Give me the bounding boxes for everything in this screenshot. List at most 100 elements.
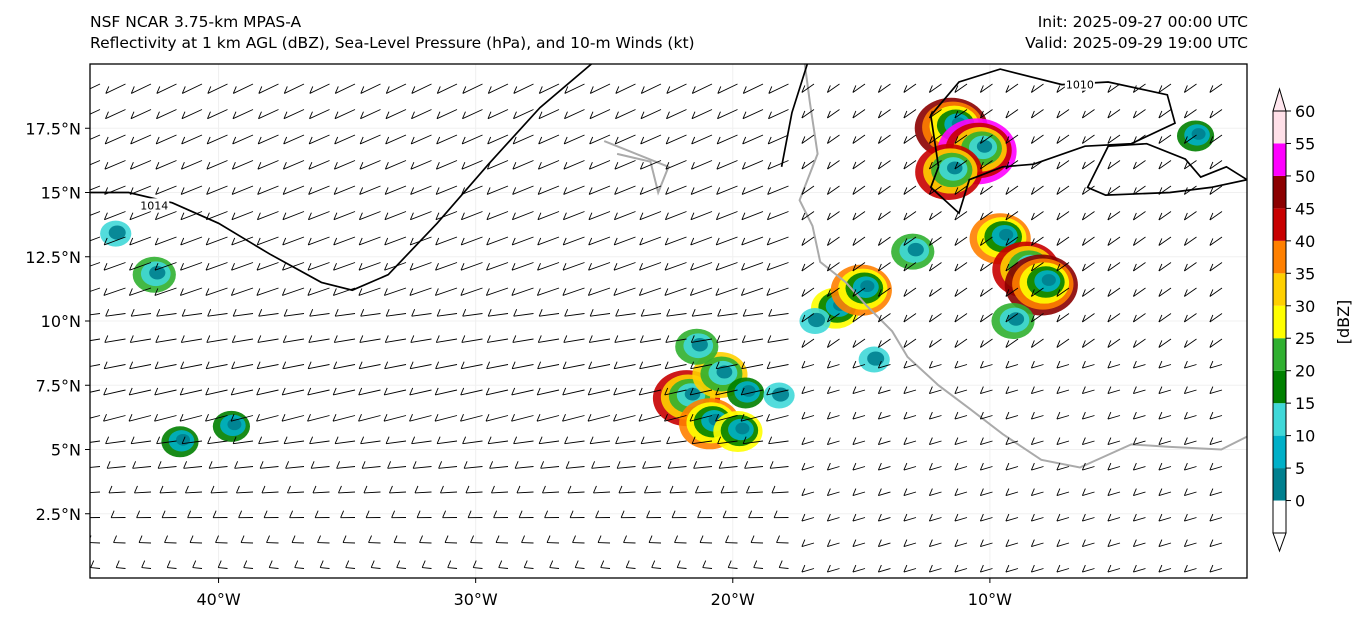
colorbar-tick-label: 10 — [1295, 427, 1315, 446]
wind-barb — [129, 211, 152, 221]
wind-barb — [1158, 488, 1172, 496]
wind-barb — [826, 386, 840, 394]
wind-barb — [877, 338, 891, 348]
wind-barb — [460, 262, 483, 271]
wind-barb — [511, 387, 534, 396]
wind-barb — [1056, 411, 1070, 420]
colorbar-tick-label: 40 — [1295, 232, 1315, 251]
wind-barb — [90, 338, 101, 342]
wind-barb — [1209, 83, 1223, 93]
wind-barb — [640, 109, 662, 120]
wind-barb — [132, 461, 152, 469]
wind-barb — [138, 535, 152, 544]
wind-barb — [512, 185, 534, 195]
wind-barb — [334, 308, 356, 317]
wind-barb — [691, 308, 713, 317]
wind-barb — [717, 308, 738, 317]
wind-barb — [1183, 236, 1197, 246]
wind-barb — [282, 160, 305, 170]
wind-barb — [538, 109, 560, 120]
wind-barb — [852, 160, 866, 170]
wind-barb — [334, 134, 356, 145]
wind-barb — [438, 461, 458, 469]
wind-barb — [877, 462, 891, 471]
wind-barb — [549, 560, 560, 569]
reflectivity-cell — [1007, 312, 1025, 326]
wind-barb — [639, 262, 662, 271]
wind-barb — [208, 461, 228, 469]
wind-barb — [1132, 513, 1146, 522]
wind-barb — [442, 510, 458, 519]
wind-barb — [979, 411, 993, 420]
colorbar-segment — [1273, 435, 1286, 469]
wind-barb — [903, 360, 917, 369]
wind-barb — [716, 335, 738, 343]
wind-barb — [693, 461, 713, 469]
wind-barb — [903, 462, 917, 471]
wind-barb — [852, 462, 866, 471]
wind-barb — [1158, 262, 1172, 272]
wind-barb — [979, 211, 993, 221]
wind-barb — [1107, 338, 1121, 348]
wind-barb — [1158, 236, 1172, 246]
wind-barb — [1030, 386, 1044, 394]
wind-barb — [332, 287, 356, 296]
wind-barb — [852, 513, 866, 522]
wind-barb — [615, 436, 636, 445]
wind-barb — [1030, 211, 1044, 221]
wind-barb — [256, 211, 279, 221]
wind-barb — [90, 517, 101, 519]
wind-barb — [639, 185, 662, 195]
lat-tick-label: 7.5°N — [36, 376, 81, 395]
wind-barb — [90, 389, 101, 393]
wind-barb — [231, 262, 254, 271]
wind-barb — [1183, 134, 1197, 144]
wind-barb — [742, 109, 764, 120]
wind-barb — [664, 414, 687, 422]
wind-barb — [282, 236, 305, 246]
wind-barb — [263, 510, 279, 519]
wind-barb — [1081, 211, 1095, 221]
wind-barb — [333, 262, 356, 271]
wind-barb — [256, 361, 279, 370]
wind-barb — [1183, 564, 1197, 573]
wind-barb — [826, 134, 840, 144]
wind-barb — [903, 134, 917, 144]
colorbar-extend-max — [1272, 87, 1287, 112]
wind-barb — [180, 335, 203, 343]
wind-barb — [979, 313, 993, 323]
wind-barb — [258, 436, 279, 445]
wind-barb — [513, 436, 534, 445]
colorbar-tick-label: 60 — [1295, 102, 1315, 121]
wind-barb — [180, 262, 203, 271]
wind-barb — [435, 160, 458, 170]
wind-barb — [588, 160, 611, 170]
wind-barb — [746, 485, 764, 494]
colorbar-segment — [1273, 305, 1286, 339]
wind-barb — [90, 236, 101, 242]
wind-barb — [521, 535, 534, 544]
wind-barb — [1107, 160, 1121, 170]
wind-barb — [667, 461, 687, 469]
wind-barb — [979, 262, 993, 272]
wind-barb — [741, 361, 764, 370]
wind-barb — [852, 185, 866, 195]
wind-barb — [1158, 360, 1172, 369]
wind-barb — [742, 83, 764, 94]
wind-barb — [1005, 437, 1019, 445]
wind-barb — [954, 134, 968, 144]
wind-barb — [282, 211, 305, 221]
wind-barb — [826, 160, 840, 170]
wind-barb — [154, 287, 177, 296]
wind-barb — [1158, 411, 1172, 420]
wind-barb — [257, 134, 279, 145]
wind-barb — [106, 461, 126, 469]
wind-barb — [181, 308, 203, 317]
wind-barb — [383, 287, 407, 296]
wind-barb — [1158, 83, 1172, 93]
wind-barb — [1081, 287, 1095, 297]
wind-barb — [294, 560, 305, 569]
wind-barb — [589, 436, 611, 445]
wind-barb — [717, 109, 738, 120]
wind-barb — [462, 83, 483, 94]
